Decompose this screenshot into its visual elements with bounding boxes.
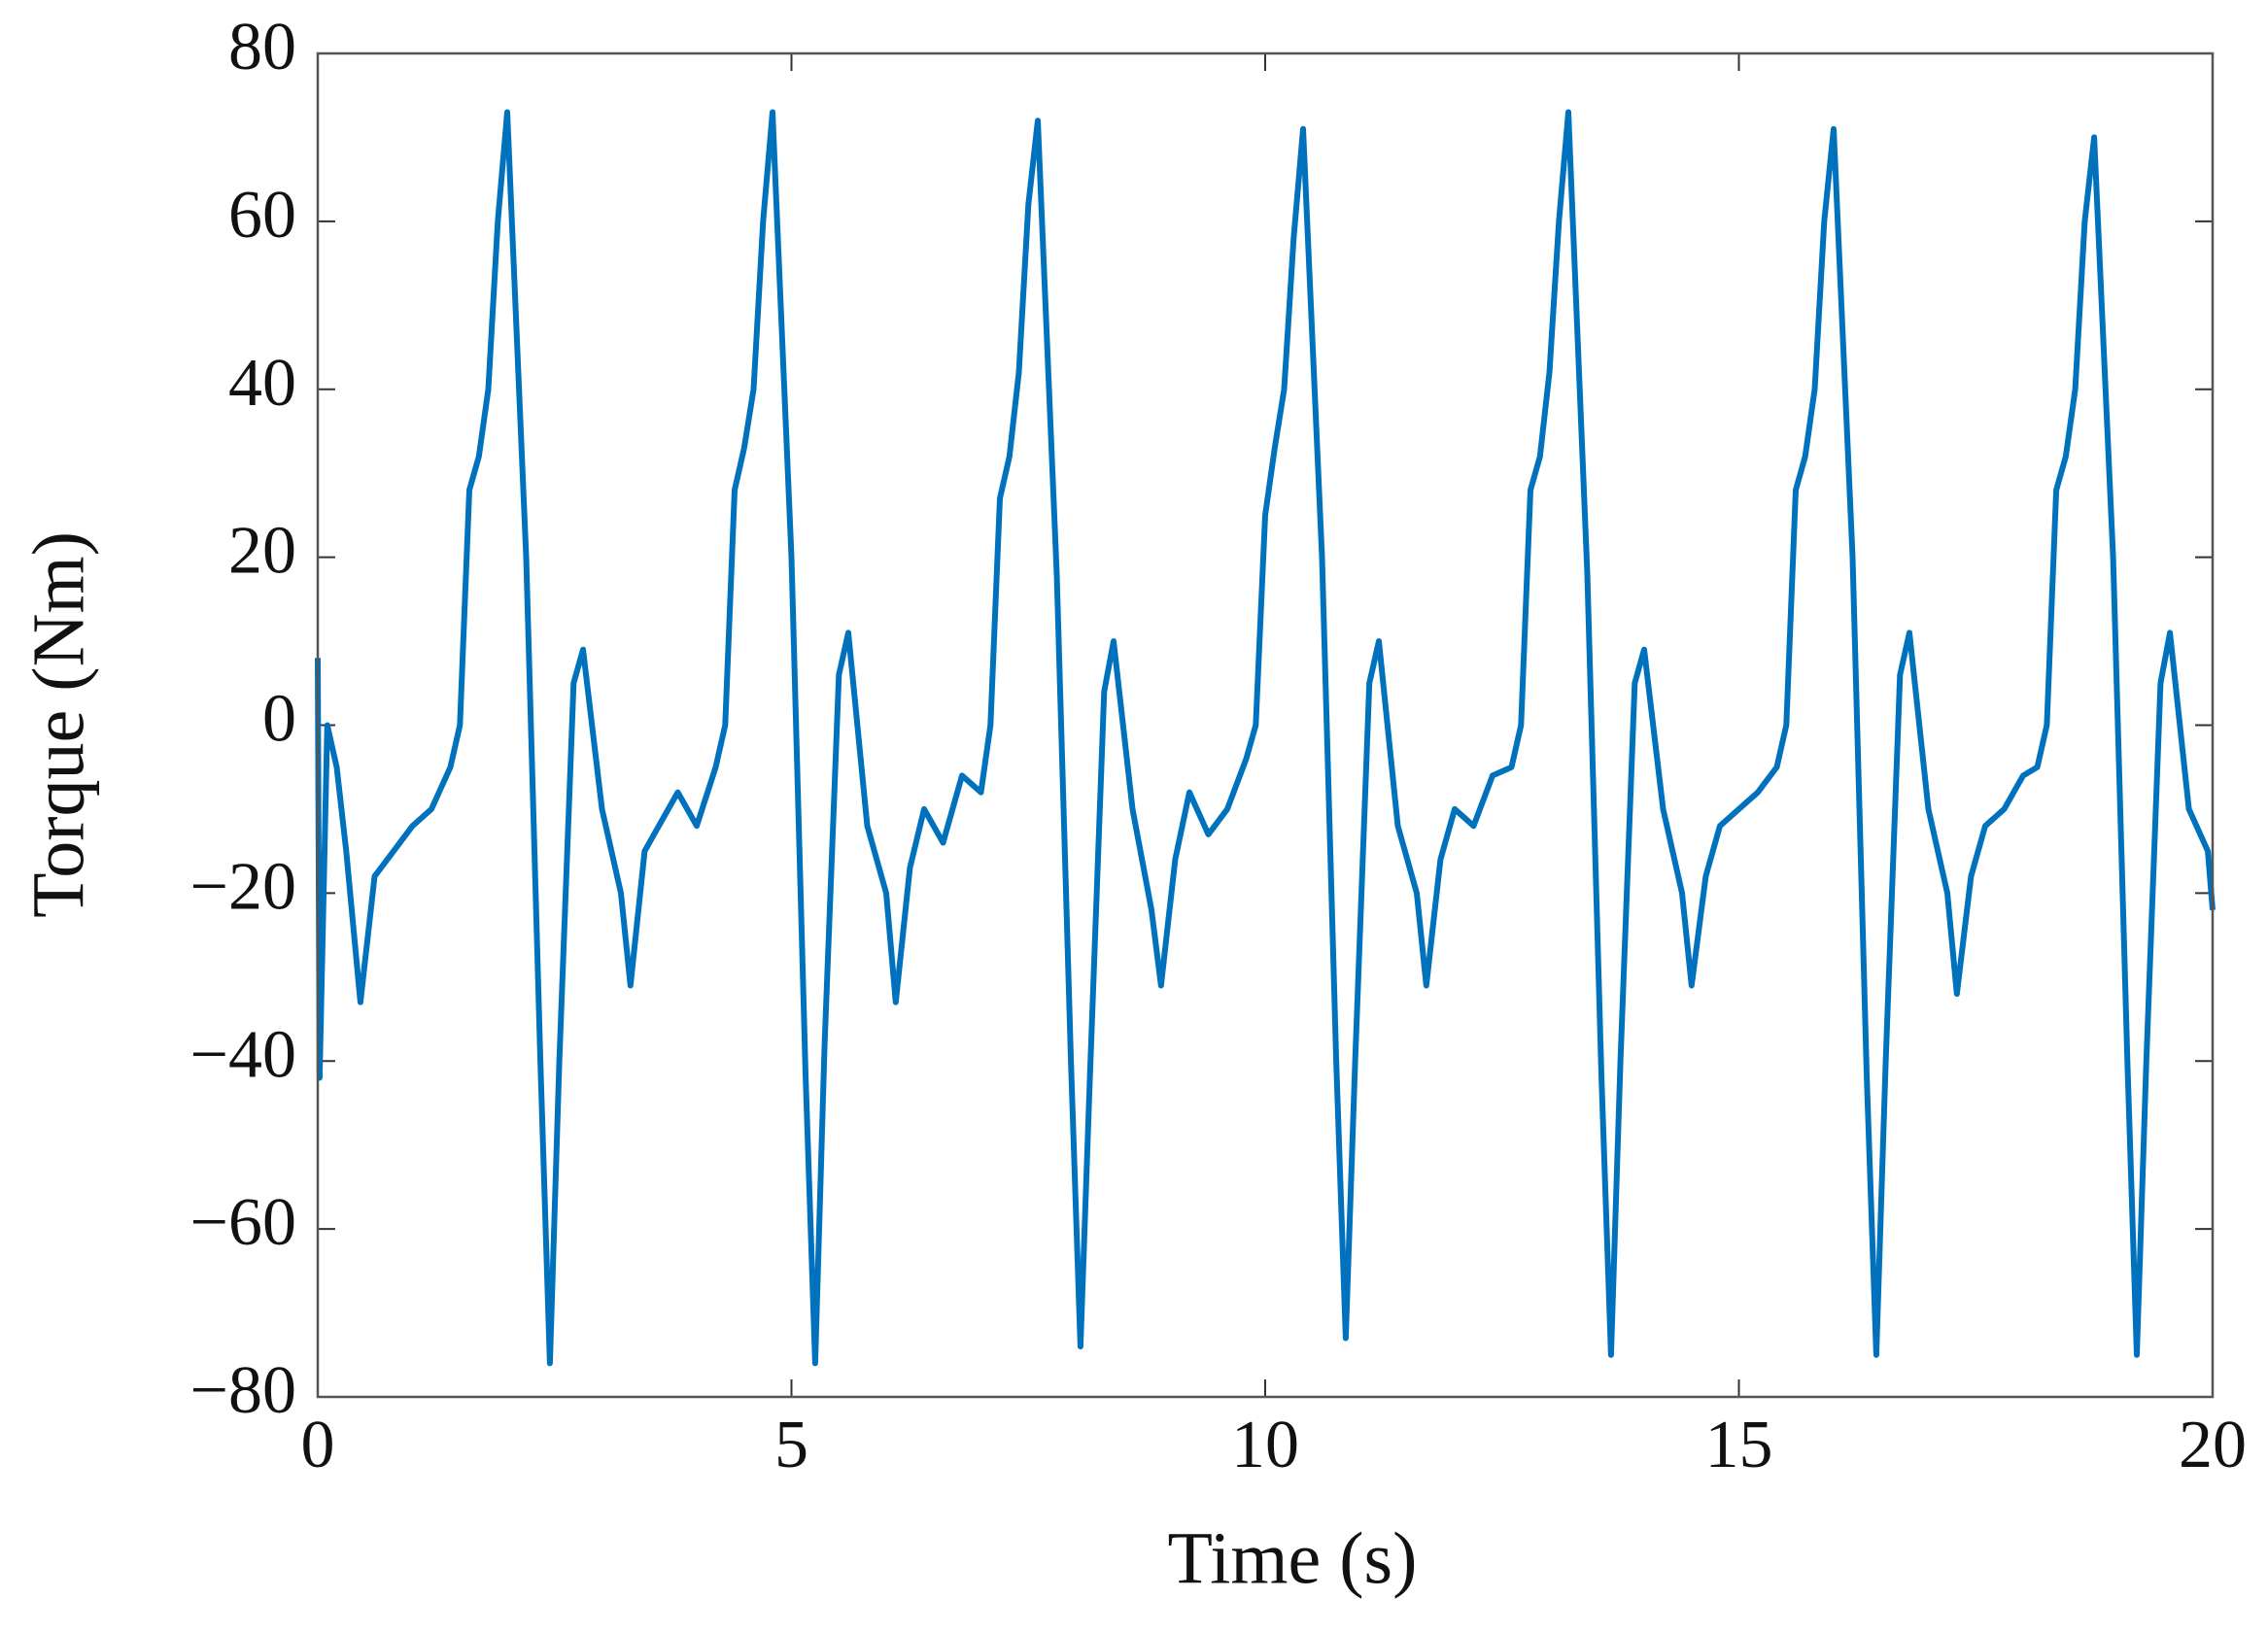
y-tick-label: −40	[190, 1017, 296, 1092]
x-tick-label: 5	[774, 1408, 808, 1482]
y-axis-title: Torque (Nm)	[17, 531, 99, 918]
y-tick-label: −80	[190, 1353, 296, 1428]
y-tick-label: 0	[262, 682, 296, 757]
x-tick-label: 15	[1705, 1408, 1773, 1482]
data-line	[315, 109, 2216, 1367]
y-tick-label: 40	[228, 346, 296, 421]
y-tick-label: 60	[228, 178, 296, 253]
y-tick-label: −20	[190, 849, 296, 924]
x-tick-label: 10	[1231, 1408, 1299, 1482]
x-axis-title: Time (s)	[1168, 1517, 1418, 1599]
x-tick-label: 0	[301, 1408, 335, 1482]
x-tick-label: 20	[2179, 1408, 2247, 1482]
plot-frame	[316, 51, 2215, 1399]
y-tick-label: 80	[228, 10, 296, 85]
y-tick-label: −60	[190, 1185, 296, 1260]
y-tick-label: 20	[228, 514, 296, 589]
